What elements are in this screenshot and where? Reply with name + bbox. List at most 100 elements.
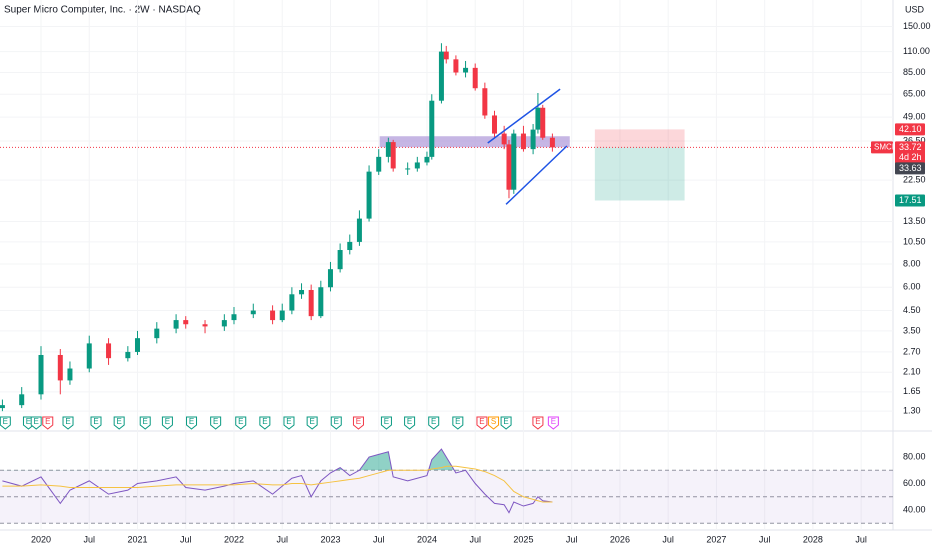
- candle-body: [405, 168, 411, 170]
- x-tick-label: 2023: [320, 534, 340, 544]
- stop-label: 42.10: [899, 124, 922, 134]
- candle-body: [482, 88, 488, 116]
- event-marker: [404, 416, 416, 430]
- stop-label-box: [895, 123, 925, 136]
- event-label: E: [334, 417, 339, 426]
- candle-body: [549, 137, 555, 148]
- y-tick-label: 4.50: [903, 305, 921, 315]
- event-label: E: [356, 417, 361, 426]
- y-tick-label: 36.50: [903, 135, 926, 145]
- candle-body: [385, 142, 391, 157]
- symbol-box: [871, 141, 893, 154]
- x-tick-label: Jul: [469, 534, 481, 544]
- y-tick-label: 1.30: [903, 406, 921, 416]
- event-marker: [30, 416, 42, 430]
- event-marker: [306, 416, 318, 430]
- candle-body: [231, 314, 237, 321]
- event-marker: [186, 416, 198, 430]
- event-marker: [161, 416, 173, 430]
- y-tick-label: 3.50: [903, 325, 921, 335]
- candle-body: [424, 156, 430, 163]
- y-tick-label: 2.10: [903, 367, 921, 377]
- candle-body: [134, 338, 140, 352]
- candle-body: [86, 343, 92, 369]
- event-label: E: [384, 417, 389, 426]
- candle-body: [463, 67, 469, 73]
- event-marker: [352, 416, 364, 430]
- event-marker: [330, 416, 342, 430]
- support-zone: [379, 136, 570, 148]
- symbol-label: SMCI: [874, 143, 894, 152]
- event-label: E: [3, 417, 8, 426]
- x-tick-label: 2026: [610, 534, 630, 544]
- rsi-band: [0, 470, 893, 524]
- event-marker: [235, 416, 247, 430]
- event-marker: [113, 416, 125, 430]
- candle-body: [540, 107, 546, 138]
- rsi-tick-label: 60.00: [903, 478, 926, 488]
- candle-body: [202, 324, 208, 327]
- event-label: E: [143, 417, 148, 426]
- x-tick-label: Jul: [662, 534, 674, 544]
- chart-title: Super Micro Computer, Inc. · 2W · NASDAQ: [4, 5, 201, 16]
- event-marker: [476, 416, 488, 430]
- x-tick-label: 2021: [127, 534, 147, 544]
- event-label: E: [165, 417, 170, 426]
- event-label: E: [93, 417, 98, 426]
- candle-body: [106, 343, 112, 359]
- candle-body: [279, 310, 285, 321]
- y-tick-label: 85.00: [903, 67, 926, 77]
- candle-body: [38, 354, 44, 395]
- candle-body: [327, 269, 333, 288]
- x-tick-label: Jul: [759, 534, 771, 544]
- x-tick-label: Jul: [180, 534, 192, 544]
- event-label: E: [455, 417, 460, 426]
- event-marker: [42, 416, 54, 430]
- event-label: E: [116, 417, 121, 426]
- candle-body: [506, 144, 512, 190]
- y-tick-label: 110.00: [903, 46, 930, 56]
- event-label: E: [65, 417, 70, 426]
- candle-body: [492, 115, 498, 134]
- event-label: E: [45, 417, 50, 426]
- candle-body: [19, 394, 25, 406]
- rsi-tick-label: 80.00: [903, 451, 926, 461]
- candle-body: [270, 310, 276, 321]
- x-tick-label: 2028: [803, 534, 823, 544]
- stop-zone: [594, 129, 685, 148]
- event-marker: [139, 416, 151, 430]
- candle-body: [390, 142, 396, 169]
- event-label: S: [491, 417, 496, 426]
- x-tick-label: Jul: [83, 534, 95, 544]
- candle-body: [183, 320, 189, 325]
- candle-body: [376, 156, 382, 172]
- candle-body: [337, 250, 343, 270]
- candle-body: [57, 354, 63, 381]
- last-price-label-box: [895, 141, 925, 164]
- y-tick-label: 13.50: [903, 216, 926, 226]
- y-tick-label: 150.00: [903, 21, 931, 31]
- x-tick-label: 2022: [224, 534, 244, 544]
- candle-body: [221, 320, 227, 327]
- candle-body: [347, 241, 353, 251]
- x-tick-label: Jul: [276, 534, 288, 544]
- event-marker: [452, 416, 464, 430]
- event-marker: [259, 416, 271, 430]
- rsi-line: [2, 448, 553, 514]
- x-tick-label: Jul: [373, 534, 385, 544]
- event-marker: [62, 416, 74, 430]
- candle-body: [520, 133, 526, 150]
- event-label: E: [431, 417, 436, 426]
- event-label: E: [479, 417, 484, 426]
- candle-body: [501, 133, 507, 145]
- countdown-label: 4d 2h: [899, 152, 922, 162]
- event-label: E: [189, 417, 194, 426]
- candle-body: [443, 51, 449, 60]
- candle-body: [366, 171, 372, 219]
- candle-body: [453, 59, 459, 73]
- candle-body: [535, 107, 541, 130]
- candle-body: [414, 162, 420, 169]
- candle-body: [67, 368, 73, 381]
- candle-body: [530, 129, 536, 150]
